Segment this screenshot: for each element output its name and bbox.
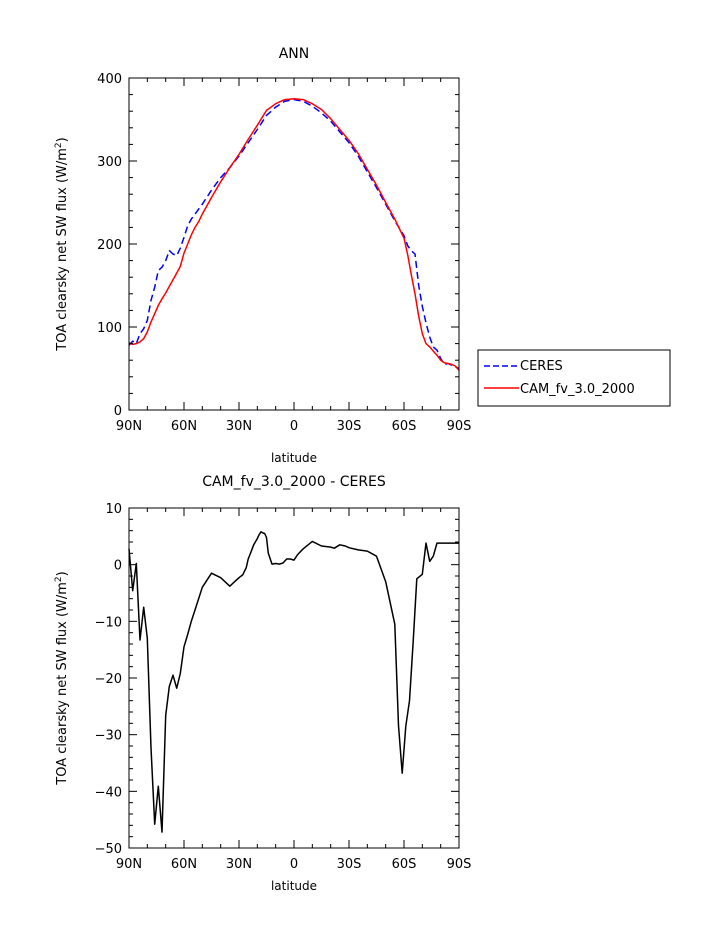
x-tick-label: 90N	[116, 857, 142, 872]
plot-lines	[128, 531, 459, 833]
x-tick-label: 30S	[337, 857, 362, 872]
legend-label-cam: CAM_fv_3.0_2000	[520, 382, 635, 397]
y-tick-label: 400	[97, 72, 122, 87]
series-line-diff-0	[128, 531, 459, 833]
x-tick-label: 60S	[392, 857, 417, 872]
legend-label-ceres: CERES	[520, 359, 563, 374]
y-tick-label: 300	[97, 155, 122, 170]
y-tick-label: −20	[95, 672, 122, 687]
x-axis-label: latitude	[271, 879, 317, 893]
y-axis-label: TOA clearsky net SW flux (W/m2)	[54, 571, 70, 785]
x-axis-label: latitude	[271, 451, 317, 465]
y-tick-label: −40	[95, 785, 122, 800]
y-tick-label: 200	[97, 238, 122, 253]
legend: CERES CAM_fv_3.0_2000	[477, 349, 671, 407]
chart-top: ANN 90N 60N 30N 0 30S 60S 90S 0 100 200 300 400 TOA…	[54, 46, 671, 465]
y-tick-label: −30	[95, 729, 122, 744]
y-tick-label: 10	[105, 502, 122, 517]
x-tick-label: 90S	[447, 857, 472, 872]
y-tick-label: −10	[95, 615, 122, 630]
axis-ticks: 90N 60N 30N 0 30S 60S 90S −50 −40 −30 −20 −10 0 10	[95, 502, 472, 872]
legend-box	[477, 349, 671, 407]
y-tick-label: 0	[114, 559, 122, 574]
y-tick-label: 100	[97, 321, 122, 336]
x-tick-label: 0	[290, 857, 298, 872]
x-tick-label: 30N	[226, 857, 252, 872]
chart-title: CAM_fv_3.0_2000 - CERES	[202, 474, 386, 490]
x-tick-label: 90N	[116, 419, 142, 434]
x-tick-label: 0	[290, 419, 298, 434]
x-tick-label: 90S	[447, 419, 472, 434]
y-axis-label: TOA clearsky net SW flux (W/m2)	[54, 137, 70, 351]
axis-ticks: 90N 60N 30N 0 30S 60S 90S 0 100 200 300 400	[97, 72, 471, 434]
plot-frame	[128, 77, 460, 411]
series-line-ceres	[128, 98, 460, 370]
chart-bottom: CAM_fv_3.0_2000 - CERES 90N 60N 30N 0 30S 60S…	[54, 474, 471, 893]
series-line-cam-fv-3-0-2000	[128, 98, 460, 371]
y-tick-label: 0	[114, 404, 122, 419]
x-tick-label: 30S	[337, 419, 362, 434]
x-tick-label: 60S	[392, 419, 417, 434]
x-tick-label: 60N	[171, 419, 197, 434]
chart-title: ANN	[279, 46, 310, 62]
x-tick-label: 30N	[226, 419, 252, 434]
x-tick-label: 60N	[171, 857, 197, 872]
plot-lines	[128, 98, 460, 371]
y-tick-label: −50	[95, 842, 122, 857]
